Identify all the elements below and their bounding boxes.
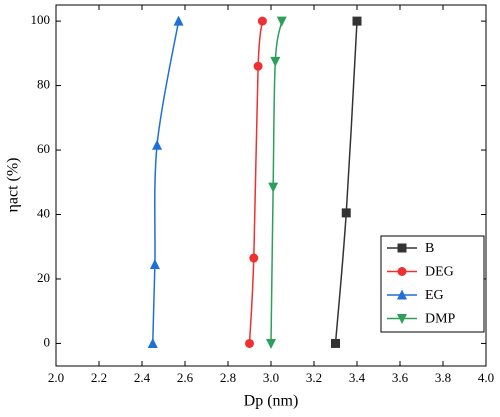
x-tick-label: 3.4 — [349, 370, 366, 385]
data-point — [147, 337, 158, 348]
legend-label: DEG — [425, 265, 454, 280]
x-tick-label: 4.0 — [478, 370, 494, 385]
data-point — [245, 338, 254, 348]
series-line — [152, 20, 180, 344]
y-tick-label: 100 — [31, 12, 51, 27]
data-point — [257, 16, 267, 26]
legend-label: EG — [425, 288, 444, 303]
data-point — [331, 338, 340, 348]
legend-label: B — [425, 241, 434, 256]
data-point — [352, 16, 362, 26]
x-tick-label: 2.4 — [134, 370, 151, 385]
data-point — [268, 182, 279, 193]
x-tick-label: 3.0 — [263, 370, 279, 385]
legend-marker — [397, 314, 407, 324]
y-tick-label: 40 — [37, 205, 50, 220]
data-point — [152, 139, 163, 150]
y-tick-label: 60 — [37, 141, 50, 156]
x-tick-label: 2.8 — [220, 370, 236, 385]
x-tick-label: 2.6 — [177, 370, 194, 385]
data-point — [173, 15, 184, 26]
series-line — [334, 21, 358, 344]
y-tick-label: 80 — [37, 77, 50, 92]
data-point — [149, 258, 160, 269]
series-line — [270, 20, 283, 344]
legend-marker — [397, 243, 407, 253]
legend-marker — [397, 267, 407, 276]
series-line — [248, 21, 264, 344]
data-point — [253, 61, 263, 71]
x-tick-label: 3.8 — [435, 370, 451, 385]
x-tick-label: 3.2 — [306, 370, 322, 385]
y-axis-title: ηact (%) — [5, 158, 22, 213]
data-point — [266, 338, 276, 349]
x-tick-label: 3.6 — [392, 370, 409, 385]
data-point — [276, 16, 287, 27]
data-point — [249, 253, 259, 263]
x-tick-label: 2.0 — [48, 370, 64, 385]
y-tick-label: 0 — [44, 334, 51, 349]
x-axis-title: Dp (nm) — [244, 393, 299, 410]
data-point — [270, 56, 281, 67]
x-tick-label: 2.2 — [91, 370, 107, 385]
legend-label: DMP — [425, 312, 456, 327]
y-tick-label: 20 — [37, 270, 50, 285]
data-point — [341, 208, 351, 218]
legend-marker — [397, 289, 407, 300]
